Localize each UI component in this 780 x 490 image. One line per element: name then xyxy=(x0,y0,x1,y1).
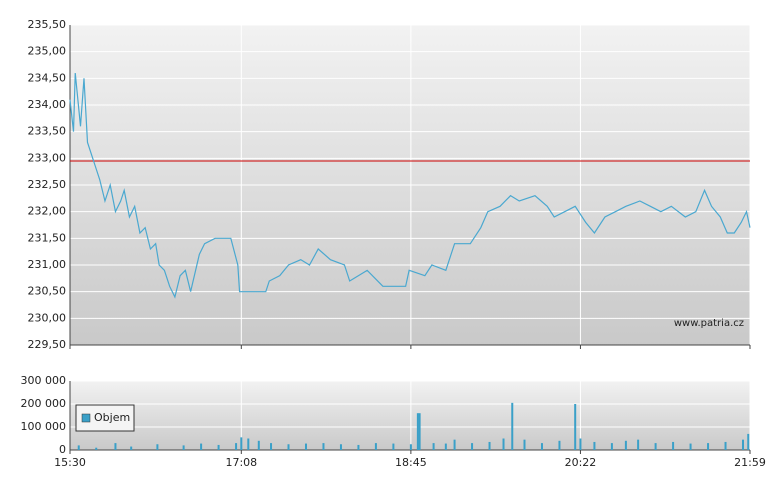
volume-bar xyxy=(511,402,514,450)
volume-bar xyxy=(322,443,325,450)
volume-bar xyxy=(593,441,596,450)
y-tick-label: 230,50 xyxy=(28,285,67,298)
y-tick-label: 200 000 xyxy=(21,397,67,410)
volume-bar xyxy=(270,443,273,450)
volume-bar xyxy=(304,443,307,450)
volume-bar xyxy=(200,443,203,450)
y-tick-label: 229,50 xyxy=(28,338,67,351)
x-tick-label: 17:08 xyxy=(225,456,257,469)
volume-bar xyxy=(624,440,627,450)
volume-bar xyxy=(453,439,456,450)
volume-bar xyxy=(240,437,243,450)
y-tick-label: 233,00 xyxy=(28,151,67,164)
volume-bar xyxy=(488,441,491,450)
price-line xyxy=(69,72,751,299)
volume-bar xyxy=(502,438,505,450)
volume-bar xyxy=(579,438,582,450)
y-tick-label: 230,00 xyxy=(28,311,67,324)
volume-bar xyxy=(77,445,80,450)
volume-bar xyxy=(724,441,727,450)
volume-bar xyxy=(235,443,238,450)
volume-bar xyxy=(182,445,185,450)
y-tick-label: 231,50 xyxy=(28,231,67,244)
y-tick-label: 300 000 xyxy=(21,374,67,387)
volume-bar xyxy=(257,440,260,450)
volume-bar xyxy=(357,444,360,450)
y-tick-label: 232,50 xyxy=(28,178,67,191)
volume-bar xyxy=(654,443,657,450)
volume-bar xyxy=(610,443,613,450)
y-tick-label: 234,00 xyxy=(28,98,67,111)
volume-bar xyxy=(574,404,577,450)
volume-bar xyxy=(637,439,640,450)
volume-bar xyxy=(444,443,447,450)
volume-bar xyxy=(114,443,117,450)
volume-bar xyxy=(392,443,395,450)
legend-label: Objem xyxy=(94,411,130,424)
volume-bar xyxy=(672,441,675,450)
volume-bar xyxy=(374,443,377,450)
volume-bar xyxy=(130,446,133,450)
x-tick-label: 21:59 xyxy=(734,456,766,469)
volume-plot-area xyxy=(70,381,750,450)
volume-bar xyxy=(339,444,342,450)
volume-bar xyxy=(247,438,250,450)
volume-bar xyxy=(523,439,526,450)
volume-bar xyxy=(409,444,412,450)
volume-bar xyxy=(471,443,474,450)
legend-swatch xyxy=(81,413,91,423)
volume-bar xyxy=(689,443,692,450)
volume-bar xyxy=(95,447,98,450)
x-tick-label: 15:30 xyxy=(54,456,86,469)
x-tick-label: 20:22 xyxy=(565,456,597,469)
volume-bar xyxy=(287,444,290,450)
volume-bar xyxy=(156,444,159,450)
volume-bar xyxy=(432,443,435,450)
volume-bar xyxy=(558,440,561,450)
y-tick-label: 234,50 xyxy=(28,71,67,84)
y-tick-label: 232,00 xyxy=(28,205,67,218)
volume-bar xyxy=(707,443,710,450)
y-tick-label: 0 xyxy=(59,443,66,456)
y-tick-label: 235,00 xyxy=(28,45,67,58)
y-tick-label: 100 000 xyxy=(21,420,67,433)
y-tick-label: 235,50 xyxy=(28,18,67,31)
x-tick-label: 18:45 xyxy=(395,456,427,469)
volume-bar xyxy=(742,439,745,450)
volume-bar xyxy=(747,433,750,450)
volume-bar xyxy=(217,444,220,450)
volume-bar xyxy=(416,413,419,450)
y-tick-label: 233,50 xyxy=(28,125,67,138)
volume-bar xyxy=(418,413,421,450)
watermark: www.patria.cz xyxy=(674,318,744,329)
volume-bar xyxy=(540,443,543,450)
y-tick-label: 231,00 xyxy=(28,258,67,271)
